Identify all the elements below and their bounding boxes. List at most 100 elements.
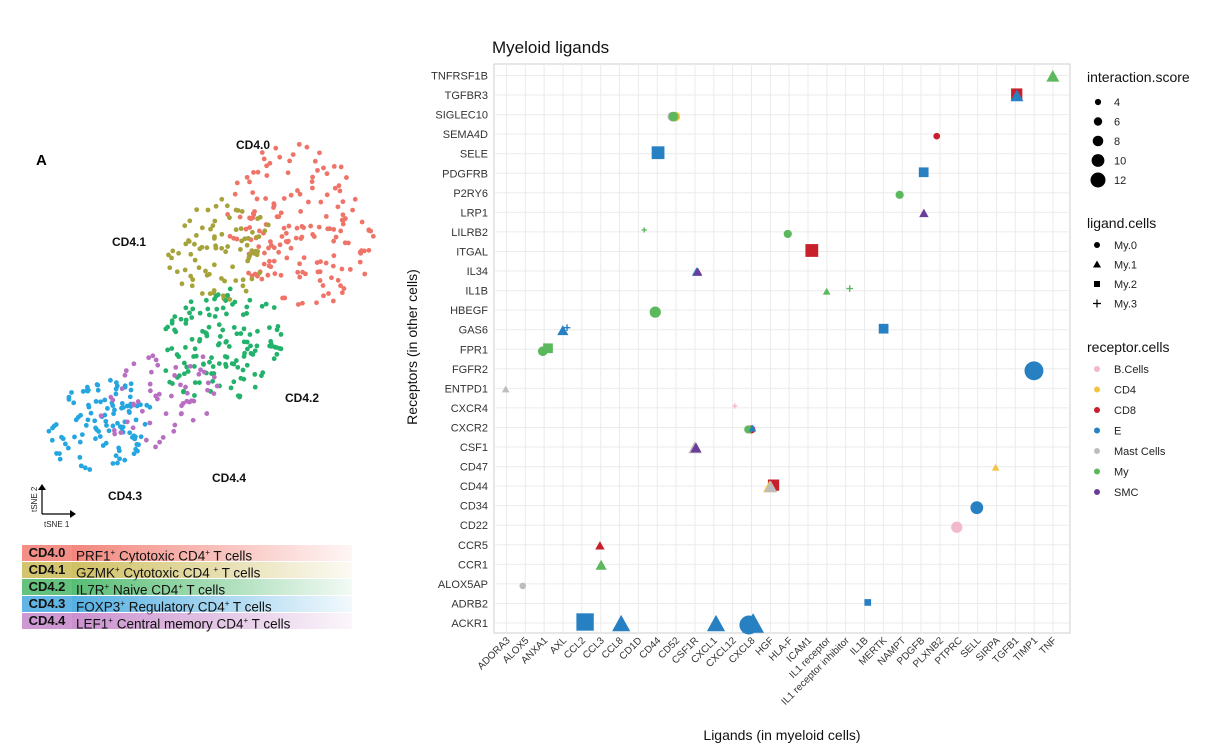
tsne-point-CD40 [282,295,288,301]
tsne-point-CD40 [352,196,358,202]
tsne-point-CD43 [131,451,137,457]
tsne-point-CD40 [271,201,277,207]
tsne-point-CD43 [114,383,120,389]
tsne-point-CD40 [335,204,341,210]
tsne-point-CD40 [331,253,337,259]
x-axis-title: Ligands (in myeloid cells) [703,727,860,743]
tsne-point-CD40 [295,269,301,275]
tsne-point-CD40 [324,171,330,177]
tsne-point-CD40 [338,228,344,234]
tsne-point-CD40 [247,179,252,185]
tsne-point-CD44 [157,439,163,445]
tsne-point-CD41 [238,226,244,232]
cluster-code: CD4.2 [22,579,72,595]
tsne-point-CD41 [257,214,263,220]
tsne-point-CD40 [298,236,304,241]
tsne-point-CD44 [190,417,196,423]
cluster-code: CD4.1 [22,562,72,578]
tsne-point-CD41 [233,278,239,284]
legend-size-swatch [1092,135,1104,147]
tsne-point-CD40 [273,145,279,151]
tsne-point-CD44 [178,382,183,388]
legend-size-label: 6 [1114,117,1120,129]
tsne-point-CD40 [296,141,302,147]
tsne-point-CD40 [350,207,356,213]
legend-size-label: 10 [1114,156,1126,168]
data-point [742,613,764,633]
tsne-point-CD40 [285,239,290,245]
tsne-point-CD44 [183,384,188,390]
tsne-point-CD40 [265,272,271,278]
legend-size-label: 4 [1114,97,1120,109]
data-point [668,111,679,122]
tsne-point-CD42 [215,342,221,348]
tsne-point-CD44 [131,402,137,408]
tsne-point-CD42 [189,336,195,342]
tsne-point-CD43 [93,399,99,404]
tsne-point-CD40 [288,192,294,198]
tsne-point-CD40 [285,170,291,176]
dotplot-panel: ACKR1 ADRB2 ALOX5AP CCR1 CCR5 CD22 CD34 CD44 CD4… [431,63,1071,708]
y-tick-label: GAS6 [459,325,488,337]
tsne-point-CD43 [115,420,120,426]
tsne-point-CD43 [80,389,86,394]
tsne-point-CD44 [123,368,129,374]
tsne-point-CD44 [147,381,153,387]
tsne-point-CD42 [184,364,190,370]
tsne-point-CD40 [295,302,301,307]
tsne-point-CD40 [297,261,302,267]
tsne-point-CD40 [288,245,294,251]
tsne-point-CD40 [252,209,257,214]
tsne-point-CD40 [336,183,342,189]
tsne-point-CD41 [219,196,225,202]
tsne-point-CD42 [188,299,194,305]
tsne-point-CD42 [252,384,258,390]
tsne-point-CD42 [214,306,220,312]
tsne-point-CD42 [216,361,222,366]
tsne-point-CD42 [165,347,170,353]
tsne-point-CD44 [150,353,156,359]
tsne-point-CD43 [49,437,55,443]
tsne-point-CD43 [54,451,59,456]
y-tick-label: CCR5 [458,540,488,552]
tsne-point-CD40 [268,264,274,270]
tsne-point-CD42 [233,358,239,363]
tsne-point-CD40 [321,293,326,299]
tsne-point-CD41 [243,288,249,294]
data-point [649,306,661,318]
tsne-point-CD40 [362,271,368,277]
legend-shape-label: My.1 [1114,260,1137,272]
legend-shape-label: My.3 [1114,299,1137,311]
legend-shape-swatch [1094,242,1100,248]
tsne-point-CD40 [254,196,260,202]
tsne-point-CD42 [222,354,228,359]
tsne-point-CD41 [204,245,210,251]
tsne-point-CD40 [342,240,348,246]
tsne-point-CD40 [323,214,329,219]
tsne-point-CD40 [314,300,319,306]
tsne-point-CD44 [155,362,161,368]
tsne-axis-arrows [38,484,76,518]
tsne-point-CD41 [256,234,262,239]
data-point [764,480,778,493]
tsne-point-CD43 [104,423,109,428]
tsne-point-CD40 [267,239,273,244]
tsne-point-CD40 [338,283,343,289]
data-point [864,599,872,606]
tsne-point-CD42 [274,351,280,357]
tsne-point-CD41 [192,241,197,247]
tsne-axis-y-label: tSNE 2 [30,486,39,512]
panel-label: A [36,152,47,169]
tsne-point-CD44 [191,398,197,404]
tsne-point-CD43 [124,403,130,409]
tsne-point-CD41 [182,267,188,273]
tsne-point-CD42 [193,353,199,359]
y-tick-label: FPR1 [460,344,488,356]
tsne-point-CD40 [264,173,270,178]
tsne-point-CD40 [231,235,237,241]
tsne-point-CD41 [167,265,173,271]
tsne-point-CD42 [172,314,178,320]
tsne-point-CD43 [102,397,108,403]
data-point [970,501,984,515]
tsne-point-CD44 [214,383,220,389]
